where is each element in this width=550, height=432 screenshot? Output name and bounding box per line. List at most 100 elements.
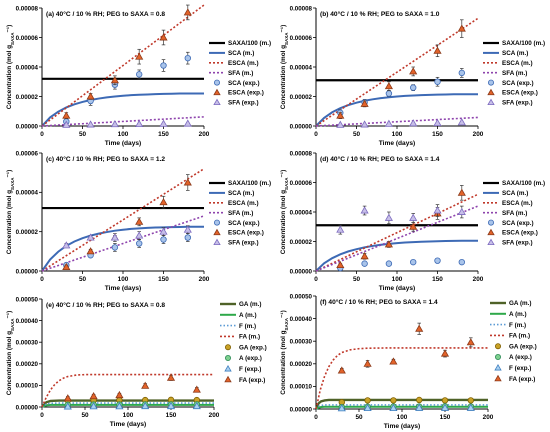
data-point-sca-exp xyxy=(184,234,191,241)
legend-label-ga-exp: GA (exp.) xyxy=(239,344,267,351)
chart-title: (f) 40°C / 10 % RH; PEG to SAXA = 1.4 xyxy=(320,298,438,306)
legend-swatch-sfa-exp xyxy=(213,238,221,246)
y-tick-label: 0.00006 xyxy=(290,35,313,42)
x-tick-label: 100 xyxy=(392,131,403,138)
legend-label-esca-m: ESCA (m.) xyxy=(502,60,533,67)
legend-swatch-a-exp xyxy=(224,354,231,361)
data-point-f-exp xyxy=(389,403,398,412)
data-point-f-exp xyxy=(89,402,98,410)
data-point-sfa-exp xyxy=(135,231,144,239)
series-line-f-m xyxy=(41,402,214,408)
x-axis-label: Time (days) xyxy=(384,423,421,430)
data-point-fa-exp xyxy=(363,359,372,367)
y-tick-label: 0.00020 xyxy=(16,361,39,368)
x-tick-label: 0 xyxy=(40,131,44,138)
y-axis-label: Concentration (mol gSAXA⁻¹) xyxy=(6,170,15,254)
legend-label-sca-m: SCA (m.) xyxy=(502,50,528,57)
data-point-fa-exp xyxy=(440,349,450,357)
data-point-fa-exp xyxy=(115,390,124,399)
data-point-sfa-exp xyxy=(336,225,345,233)
legend-label-fa-exp: FA (exp.) xyxy=(509,376,535,383)
data-point-sfa-exp xyxy=(384,213,393,221)
data-point-sca-exp xyxy=(160,62,167,69)
data-point-esca-exp xyxy=(384,240,393,248)
data-point-f-exp xyxy=(363,403,372,412)
legend-label-esca-exp: ESCA (exp.) xyxy=(502,90,538,97)
legend-swatch-sca-exp xyxy=(487,219,494,226)
x-tick-label: 100 xyxy=(392,276,403,283)
series-line-sfa-m xyxy=(315,205,479,272)
legend-swatch-f-exp xyxy=(224,364,232,372)
y-tick-label: 0.00000 xyxy=(290,123,313,130)
series-line-sca-m xyxy=(41,225,204,272)
legend-swatch-sfa-exp xyxy=(487,238,495,246)
legend-swatch-ga-exp xyxy=(224,344,231,351)
y-tick-label: 0.00004 xyxy=(16,64,39,71)
data-point-ga-exp xyxy=(390,397,397,404)
data-point-esca-exp xyxy=(336,260,345,269)
series-line-sca-m xyxy=(315,239,478,272)
legend-label-fa-exp: FA (exp.) xyxy=(239,377,265,384)
y-tick-label: 0.00040 xyxy=(290,316,313,323)
x-tick-label: 0 xyxy=(314,414,318,421)
legend-label-sca-exp: SCA (exp.) xyxy=(502,80,534,87)
data-point-sfa-exp xyxy=(183,119,192,127)
data-point-fa-exp xyxy=(63,394,72,402)
series-line-f-m xyxy=(315,404,488,410)
x-tick-label: 150 xyxy=(432,131,443,138)
x-tick-label: 150 xyxy=(158,131,169,138)
data-point-sfa-exp xyxy=(110,120,119,128)
data-point-esca-exp xyxy=(409,67,418,75)
data-point-esca-exp xyxy=(409,222,418,230)
series-line-fa-m xyxy=(41,373,214,408)
legend-label-a-exp: A (exp.) xyxy=(239,355,262,362)
legend-label-sfa-exp: SFA (exp.) xyxy=(228,100,259,107)
y-tick-label: 0.00020 xyxy=(290,361,313,368)
data-point-ga-exp xyxy=(416,396,423,404)
chart-panel-e: 0.00000 0.00010 0.00020 0.00030 0.00040 0.000… xyxy=(6,296,267,428)
x-tick-label: 50 xyxy=(79,131,87,138)
y-tick-label: 0.00008 xyxy=(290,5,313,12)
data-point-sca-exp xyxy=(135,71,143,78)
legend-swatch-sca-exp xyxy=(213,219,220,226)
legend-swatch-f-exp xyxy=(494,363,502,371)
data-point-f-exp xyxy=(415,403,424,411)
y-tick-label: 0.00000 xyxy=(290,268,313,275)
x-axis-label: Time (days) xyxy=(110,421,147,428)
data-point-f-exp xyxy=(466,403,475,411)
legend-swatch-sca-exp xyxy=(487,79,494,86)
y-tick-label: 0.00004 xyxy=(290,209,313,216)
y-tick-label: 0.00002 xyxy=(290,239,313,246)
data-point-fa-exp xyxy=(166,373,176,381)
x-tick-label: 100 xyxy=(123,412,134,419)
data-point-sfa-exp xyxy=(433,118,442,126)
legend-label-sfa-m: SFA (m.) xyxy=(228,70,253,77)
x-tick-label: 50 xyxy=(79,276,87,283)
legend-label-sfa-exp: SFA (exp.) xyxy=(502,100,533,107)
data-point-f-exp xyxy=(440,403,450,411)
data-point-esca-exp xyxy=(62,111,71,119)
legend-label-esca-exp: ESCA (exp.) xyxy=(502,230,538,237)
y-tick-label: 0.00050 xyxy=(16,296,39,303)
chart-panel-b: 0.00000 0.00002 0.00004 0.00006 0.00008 0 50 10… xyxy=(280,5,545,147)
legend-swatch-fa-exp xyxy=(494,374,502,382)
x-axis-label: Time (days) xyxy=(105,285,142,292)
data-point-sca-exp xyxy=(410,258,417,266)
x-axis-label: Time (days) xyxy=(105,140,142,147)
chart-title: (d) 40°C / 10 % RH; PEG to SAXA = 1.4 xyxy=(320,155,440,163)
legend-swatch-esca-exp xyxy=(487,228,495,236)
data-point-f-exp xyxy=(141,401,150,410)
data-point-sca-exp xyxy=(458,69,465,77)
legend-label-sca-m: SCA (m.) xyxy=(228,50,254,57)
data-point-sca-exp xyxy=(385,260,393,267)
y-tick-label: 0.00010 xyxy=(290,384,313,391)
data-point-f-exp xyxy=(63,402,72,410)
data-point-sfa-exp xyxy=(135,119,144,128)
data-point-esca-exp xyxy=(384,81,393,90)
x-tick-label: 50 xyxy=(81,412,89,419)
data-point-fa-exp xyxy=(141,381,150,389)
y-tick-label: 0.00040 xyxy=(16,318,39,325)
legend-label-saxa-100-m: SAXA/100 (m.) xyxy=(228,180,271,187)
legend-label-sfa-m: SFA (m.) xyxy=(502,210,527,217)
